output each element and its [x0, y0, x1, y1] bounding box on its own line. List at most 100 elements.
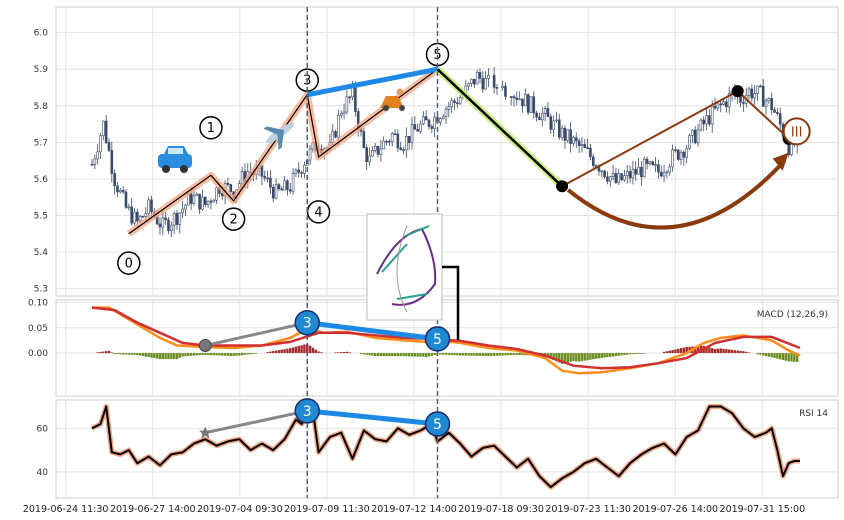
y-tick-label: 5.6	[34, 175, 49, 185]
candle-body	[393, 133, 397, 136]
candle-body	[770, 98, 773, 110]
candle-body	[535, 112, 538, 118]
histogram-bar	[269, 351, 272, 354]
histogram-bar	[580, 353, 584, 362]
histogram-bar	[778, 353, 782, 360]
histogram-bar	[422, 353, 425, 357]
candle-body	[574, 137, 578, 142]
wave-marker-label: 3	[303, 404, 312, 420]
candle-body	[625, 171, 629, 176]
candle-body	[716, 103, 720, 109]
scooter-icon	[380, 88, 405, 111]
star-icon	[199, 426, 212, 439]
candle-body	[555, 119, 558, 122]
candle-body	[215, 187, 218, 201]
histogram-bar	[665, 351, 669, 354]
histogram-bar	[450, 353, 453, 356]
zigzag-label-circle	[199, 115, 223, 140]
candle-body	[331, 131, 335, 143]
decorative-icons	[158, 88, 460, 340]
histogram-bar	[795, 353, 799, 362]
candle-body	[167, 219, 170, 232]
y-tick-label: 5.9	[34, 65, 49, 75]
histogram-bar	[682, 347, 686, 354]
x-tick-label: 2019-07-12 14:00	[371, 504, 457, 515]
zigzag-label: 0	[125, 257, 133, 272]
candle-body	[212, 199, 216, 203]
candle-body	[127, 206, 131, 209]
airplane-icon	[263, 122, 295, 150]
histogram-bar	[272, 351, 275, 354]
histogram-bar	[430, 353, 434, 356]
histogram-bar	[594, 353, 598, 359]
candle-body	[385, 140, 388, 143]
candle-body	[651, 161, 655, 165]
histogram-bar	[317, 351, 320, 354]
candle-body	[362, 131, 366, 148]
histogram-bar	[668, 350, 671, 354]
candle-body	[566, 129, 570, 141]
histogram-bar	[441, 353, 445, 355]
rsi-title: RSI 14	[799, 409, 828, 419]
divergence-blue-line	[306, 320, 438, 342]
histogram-bar	[764, 353, 768, 357]
candle-body	[691, 129, 694, 136]
histogram-bar	[558, 353, 561, 363]
candle-body	[277, 184, 281, 190]
histogram-bar	[306, 343, 309, 354]
wave-label: III	[791, 125, 803, 140]
divergence-grey-line	[204, 409, 308, 435]
candle-body	[557, 119, 561, 138]
wave-marker-circle	[424, 326, 451, 352]
candle-body	[475, 72, 479, 85]
candle-body	[767, 98, 771, 102]
histogram-bar	[705, 346, 708, 354]
histogram-bar	[722, 348, 725, 354]
histogram-bar	[628, 353, 632, 355]
histogram-bar	[507, 353, 510, 356]
candle-body	[722, 101, 725, 105]
price-annotations: III	[306, 66, 811, 230]
candle-body	[586, 147, 589, 150]
wave-marker-label: 5	[433, 417, 442, 433]
histogram-bar	[614, 353, 618, 357]
macd-panel: 0.10 0.05 0.00 MACD (12,26,9)	[28, 299, 839, 397]
candle-body	[753, 93, 756, 99]
histogram-bar	[575, 353, 578, 362]
histogram-bar	[246, 353, 249, 355]
histogram-bar	[509, 353, 513, 356]
histogram-bar	[311, 347, 315, 354]
candle-body	[342, 111, 346, 114]
histogram-bar	[291, 347, 295, 354]
histogram-bar	[739, 350, 742, 354]
histogram-bar	[518, 353, 521, 355]
candle-body	[705, 115, 708, 125]
candle-body	[518, 98, 521, 101]
histogram-bar	[444, 353, 448, 355]
arrow-head	[772, 152, 789, 171]
macd-title: MACD (12,26,9)	[757, 310, 828, 320]
candle-body	[175, 213, 179, 225]
histogram-bar	[606, 353, 609, 358]
wave-point	[731, 85, 744, 98]
histogram-bar	[592, 353, 595, 360]
histogram-bar	[560, 353, 564, 364]
histogram-bar	[348, 352, 351, 354]
histogram-bar	[410, 353, 414, 357]
candle-body	[688, 135, 691, 149]
wave-marker-circle	[294, 398, 320, 424]
candle-body	[569, 129, 572, 144]
candle-body	[158, 223, 162, 228]
candle-body	[563, 127, 567, 141]
histogram-bar	[453, 353, 456, 356]
candle-body	[198, 193, 201, 210]
candle-body	[696, 129, 700, 144]
histogram-bar	[226, 353, 230, 356]
histogram-bar	[238, 353, 241, 356]
rsi-panel-frame	[55, 399, 839, 499]
histogram-bar	[342, 351, 346, 354]
candle-body	[634, 168, 638, 175]
candle-body	[138, 216, 142, 222]
histogram-bar	[549, 353, 552, 359]
candle-body	[532, 96, 536, 114]
